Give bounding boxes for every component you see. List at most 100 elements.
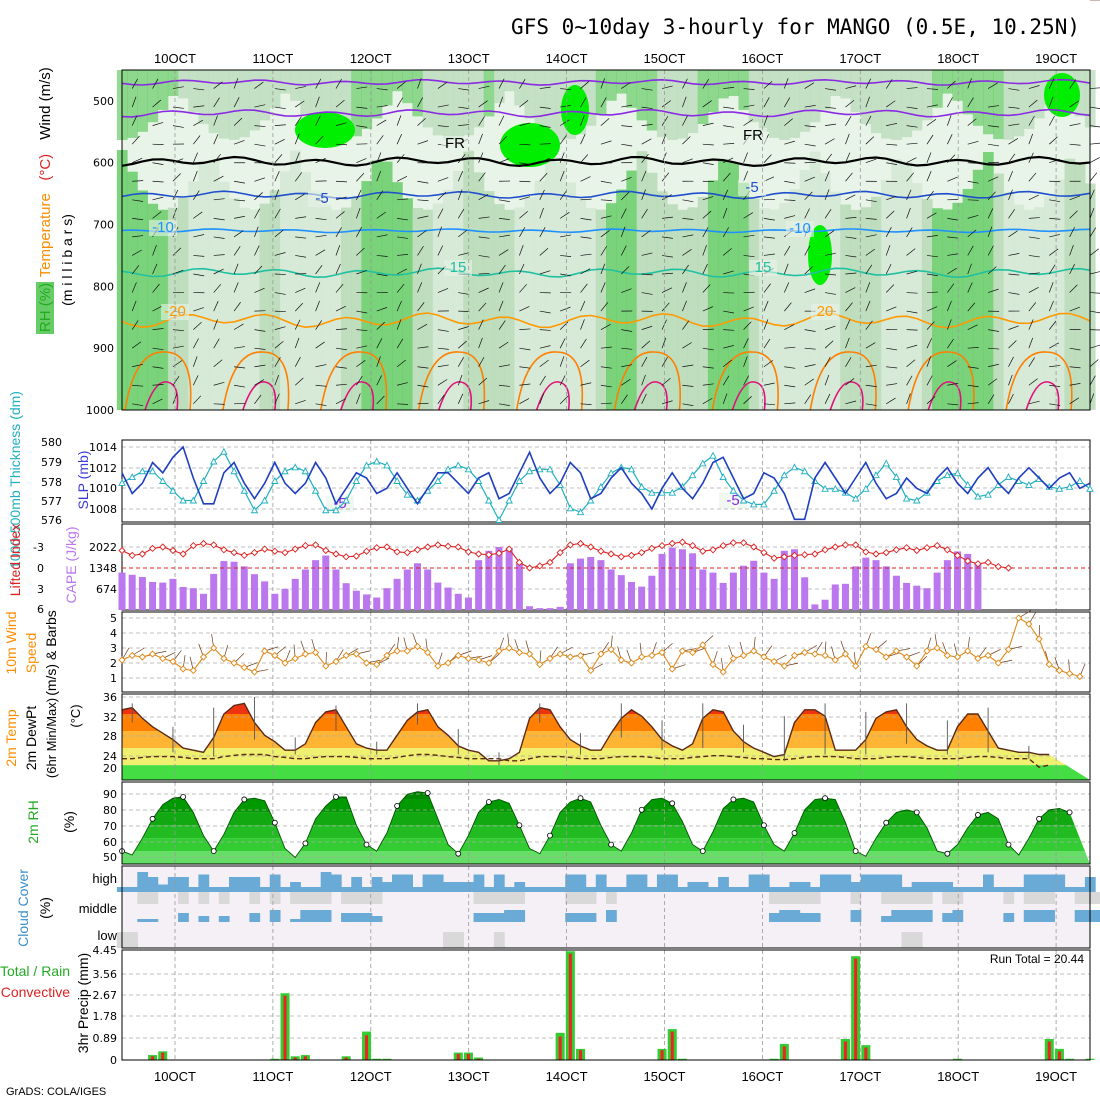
cape-bar <box>882 566 890 610</box>
cloud-bar <box>371 916 383 922</box>
wind-barb <box>274 189 280 200</box>
wind-barb <box>193 234 205 238</box>
wind-speed-marker <box>943 651 951 660</box>
cloud-bar <box>799 882 811 892</box>
wind-barb <box>722 393 728 404</box>
cloud-ylabel: Cloud Cover <box>15 869 31 947</box>
wind-barb <box>600 366 612 369</box>
wind-barb <box>988 125 1000 128</box>
temp-tick: 20 <box>103 762 117 775</box>
wind-barb <box>1069 397 1080 405</box>
wind-barb <box>478 302 487 312</box>
li-marker <box>587 543 595 551</box>
wind-barb <box>702 122 714 126</box>
cloud-gap <box>585 892 597 904</box>
wind-barb <box>152 245 157 256</box>
dewpoint-line <box>122 753 1050 768</box>
li-marker <box>546 558 554 567</box>
wind-barb <box>600 78 606 89</box>
rh-column <box>544 160 556 410</box>
bottom-day-label: 11OCT <box>252 1069 293 1084</box>
wind-barb <box>682 158 693 164</box>
wind-barb <box>865 342 876 349</box>
cloud-bar <box>1023 874 1035 892</box>
wind-barb <box>682 115 688 126</box>
wind-barb <box>885 263 892 275</box>
wind-barb <box>906 207 911 219</box>
thickness-marker <box>546 465 554 473</box>
cape-bar <box>332 569 340 610</box>
wind-barb <box>478 85 490 89</box>
wind-barb <box>845 337 850 349</box>
cloud-bar <box>432 874 444 892</box>
wind-barb <box>335 78 342 89</box>
wind-barb <box>478 287 489 293</box>
wind-barb <box>825 273 837 276</box>
wind-barb <box>193 375 199 386</box>
slp-line <box>121 445 1091 521</box>
rh2m-marker <box>455 850 462 857</box>
wind-barb <box>1049 384 1061 388</box>
wind-barb <box>641 153 649 163</box>
isotherm-25 <box>222 351 290 411</box>
wind-barb <box>519 383 531 386</box>
wind-barb <box>417 366 429 369</box>
wind-barb <box>335 347 347 351</box>
wind-barb <box>722 248 732 256</box>
rh-column-upper <box>687 70 699 134</box>
cloud-bar <box>483 887 495 892</box>
wind-barb <box>376 152 382 163</box>
wind-barb <box>315 115 321 126</box>
li-marker <box>658 541 666 550</box>
wind-barb <box>824 138 835 145</box>
wind-barb <box>661 255 673 258</box>
thickness-marker <box>148 467 157 475</box>
rh-column-upper <box>1033 70 1045 119</box>
cloud-gap <box>575 892 587 904</box>
wind-barb <box>967 302 976 312</box>
wind-barb <box>213 198 225 201</box>
top-day-axis: 10OCT 11OCT 12OCT 13OCT 14OCT 15OCT 16OCT 17OCT… <box>154 51 1077 66</box>
wind-barb <box>865 78 871 89</box>
cape-bar <box>210 573 218 610</box>
wind-barb <box>376 170 382 182</box>
cape-bar <box>852 566 860 610</box>
thickness-marker <box>128 473 136 481</box>
cape-bar <box>281 588 289 610</box>
thickness-marker <box>821 484 829 492</box>
rh-column <box>860 207 872 410</box>
wind-barb <box>274 340 284 349</box>
wind-barb <box>845 236 857 239</box>
wind-barb <box>804 347 816 350</box>
wind-barb <box>295 255 307 258</box>
cloud-bar <box>575 874 587 892</box>
wind-barb <box>865 234 877 238</box>
cape-bar <box>964 553 972 610</box>
cloud-bar <box>137 919 149 922</box>
wind-barb <box>315 218 327 221</box>
cloud-gap <box>198 892 210 904</box>
cape-bar <box>373 597 381 610</box>
wind-ylabel: Speed <box>23 633 39 673</box>
wind-barb <box>417 384 429 388</box>
rh2m-marker <box>608 841 614 848</box>
wind-barb <box>397 218 409 221</box>
cape-bar <box>230 561 238 610</box>
cloud-bar <box>779 910 791 922</box>
cloud-bar <box>1064 887 1076 892</box>
wind-barb <box>987 208 994 219</box>
rh2m-marker <box>975 812 981 818</box>
thickness-marker <box>393 477 401 484</box>
wind-barb <box>519 210 529 219</box>
rh-column <box>636 151 648 410</box>
wind-barb <box>1069 244 1074 256</box>
wind-barb <box>498 136 507 145</box>
contour-label: -10 <box>152 219 174 236</box>
wind-barb <box>213 153 221 163</box>
wind-barb <box>804 191 813 201</box>
cross-ylabel-part: RH (%) <box>37 283 54 332</box>
wind-barb <box>1028 85 1040 89</box>
wind-barb <box>559 395 569 405</box>
wind-barb <box>600 118 610 126</box>
wind-barb <box>1008 393 1014 404</box>
